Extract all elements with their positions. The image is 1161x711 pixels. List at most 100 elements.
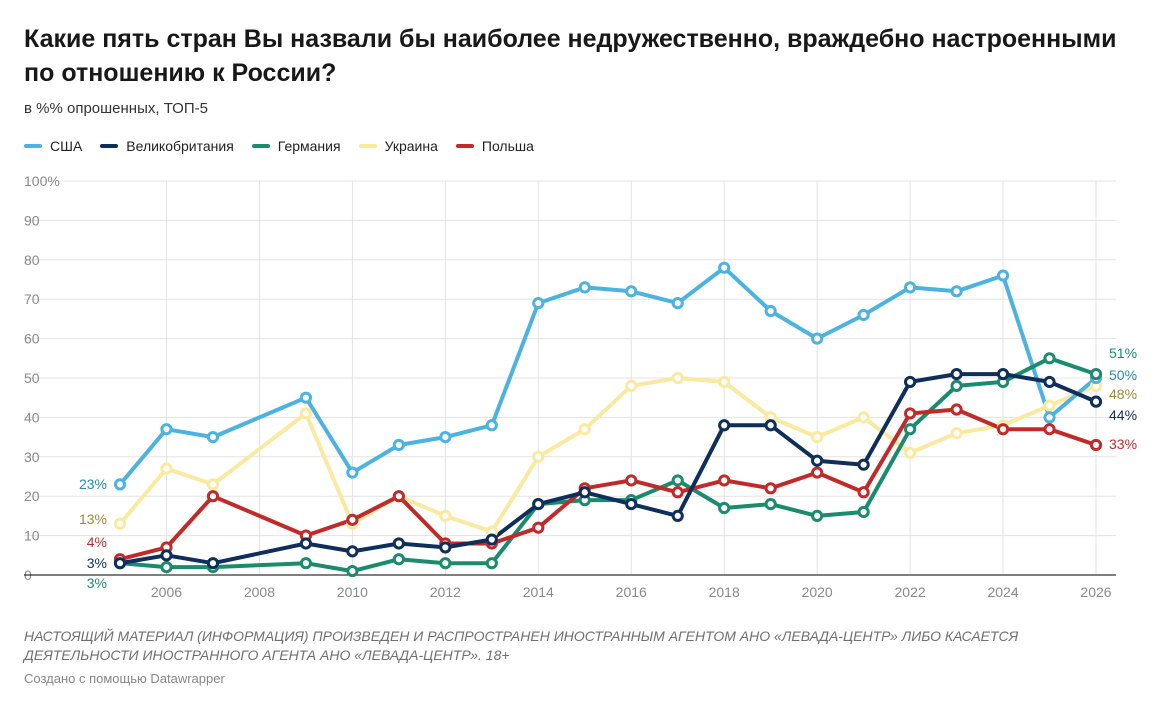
data-point: [113, 517, 127, 530]
data-point: [718, 375, 731, 389]
data-point: [764, 497, 777, 511]
series-start-label: 13%: [79, 511, 107, 527]
legend-swatch: [251, 144, 270, 148]
x-tick-label: 2024: [987, 584, 1018, 600]
series-start-label: 4%: [87, 534, 107, 550]
y-tick-label: 80: [24, 252, 40, 268]
data-point: [346, 564, 359, 578]
data-point: [811, 431, 824, 444]
y-tick-label: 10: [24, 528, 40, 544]
data-point: [857, 505, 870, 519]
data-point: [903, 281, 917, 294]
data-point: [950, 367, 963, 381]
data-point: [625, 285, 638, 298]
data-point: [299, 557, 313, 570]
legend-swatch: [100, 144, 119, 148]
series-line: [118, 407, 1098, 562]
data-point: [439, 431, 452, 444]
data-point: [950, 427, 963, 440]
data-point: [718, 419, 731, 432]
series-line: [118, 356, 1098, 574]
x-tick-label: 2022: [895, 584, 926, 600]
series-line: [118, 372, 1098, 566]
chart-legend: США Великобритания Германия Украина Польша: [24, 138, 534, 154]
data-point: [811, 332, 824, 345]
data-point: [625, 474, 638, 487]
datawrapper-credit: Создано с помощью Datawrapper: [24, 671, 225, 686]
data-point: [764, 419, 777, 432]
legend-label: Украина: [384, 138, 438, 154]
x-tick-label: 2014: [523, 584, 554, 600]
legend-label: Польша: [481, 138, 534, 154]
data-point: [346, 513, 359, 526]
series-end-label: 44%: [1109, 407, 1137, 423]
data-point: [1089, 395, 1103, 408]
data-point: [485, 557, 498, 570]
data-point: [206, 557, 220, 570]
legend-item: Великобритания: [100, 138, 234, 154]
data-point: [718, 501, 731, 515]
y-tick-label: 50: [24, 370, 40, 386]
data-point: [857, 411, 870, 424]
data-point: [206, 431, 220, 444]
data-point: [903, 375, 917, 389]
data-point: [160, 561, 173, 574]
y-tick-label: 20: [24, 488, 40, 504]
data-point: [811, 509, 824, 522]
y-tick-label: 90: [24, 212, 40, 228]
data-point: [764, 304, 777, 318]
data-point: [532, 521, 545, 534]
x-tick-label: 2012: [430, 584, 461, 600]
data-point: [718, 261, 731, 274]
data-point: [392, 553, 405, 566]
data-point: [206, 490, 220, 503]
data-point: [439, 509, 452, 522]
data-point: [532, 297, 545, 310]
series-end-label: 48%: [1109, 386, 1137, 402]
data-point: [857, 486, 870, 499]
series-end-label: 33%: [1109, 436, 1137, 452]
data-point: [532, 450, 545, 463]
series-start-label: 23%: [79, 476, 107, 492]
legend-item: Германия: [251, 138, 341, 154]
data-point: [299, 407, 313, 420]
legend-item: Украина: [358, 138, 438, 154]
data-point: [439, 541, 452, 554]
series-start-label: 3%: [87, 575, 107, 591]
x-tick-label: 2018: [709, 584, 740, 600]
data-point: [1043, 375, 1056, 389]
data-point: [160, 423, 173, 436]
data-point: [857, 308, 870, 322]
x-tick-label: 2016: [616, 584, 647, 600]
data-point: [485, 533, 498, 546]
data-point: [113, 557, 127, 570]
data-point: [811, 454, 824, 467]
data-point: [1089, 438, 1103, 452]
data-point: [811, 466, 824, 479]
data-point: [625, 497, 638, 511]
chart-title: Какие пять стран Вы назвали бы наиболее …: [24, 25, 1117, 87]
data-point: [996, 367, 1010, 381]
data-point: [392, 490, 405, 503]
data-point: [903, 423, 917, 436]
data-point: [578, 486, 591, 499]
legend-item: США: [24, 138, 82, 154]
foreign-agent-disclaimer: НАСТОЯЩИЙ МАТЕРИАЛ (ИНФОРМАЦИЯ) ПРОИЗВЕД…: [24, 628, 1019, 663]
y-tick-label: 70: [24, 291, 40, 307]
data-point: [950, 379, 963, 392]
data-point: [1043, 411, 1056, 424]
data-point: [950, 403, 963, 416]
legend-item: Польша: [455, 138, 534, 154]
legend-swatch: [358, 144, 377, 148]
legend-swatch: [24, 144, 42, 148]
data-point: [1043, 352, 1056, 365]
data-point: [671, 474, 684, 487]
data-point: [206, 478, 220, 491]
y-tick-label: 100%: [24, 173, 60, 189]
x-tick-label: 2020: [802, 584, 833, 600]
data-point: [346, 545, 359, 558]
data-point: [392, 537, 405, 550]
data-point: [299, 537, 313, 550]
data-point: [439, 557, 452, 570]
